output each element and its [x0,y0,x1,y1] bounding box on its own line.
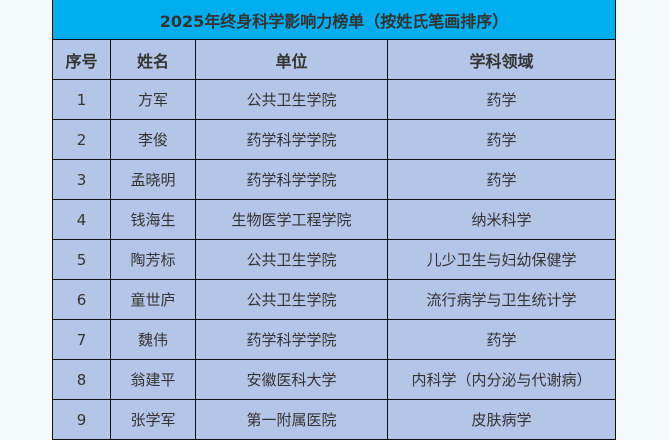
header-field: 学科领域 [386,39,617,80]
cell-name: 方军 [110,79,196,120]
cell-index: 9 [52,399,111,440]
cell-index: 1 [52,79,111,120]
cell-name: 童世庐 [110,279,196,320]
header-name: 姓名 [110,39,196,80]
cell-name: 孟晓明 [110,159,196,200]
cell-field: 药学 [386,159,617,200]
table-row: 3 孟晓明 药学科学学院 药学 [52,159,617,200]
cell-field: 药学 [386,319,617,360]
cell-field: 药学 [386,119,617,160]
cell-unit: 公共卫生学院 [195,239,388,280]
table-row: 1 方军 公共卫生学院 药学 [52,79,617,120]
header-unit: 单位 [195,39,388,80]
cell-index: 2 [52,119,111,160]
cell-unit: 第一附属医院 [195,399,388,440]
cell-name: 张学军 [110,399,196,440]
table-row: 6 童世庐 公共卫生学院 流行病学与卫生统计学 [52,279,617,320]
cell-unit: 公共卫生学院 [195,79,388,120]
cell-field: 药学 [386,79,617,120]
table-row: 4 钱海生 生物医学工程学院 纳米科学 [52,199,617,240]
cell-unit: 公共卫生学院 [195,279,388,320]
cell-unit: 生物医学工程学院 [195,199,388,240]
cell-index: 8 [52,359,111,400]
cell-field: 内科学（内分泌与代谢病） [386,359,617,400]
cell-unit: 药学科学学院 [195,319,388,360]
cell-name: 钱海生 [110,199,196,240]
table-header-row: 序号 姓名 单位 学科领域 [52,39,617,80]
cell-field: 纳米科学 [386,199,617,240]
cell-field: 流行病学与卫生统计学 [386,279,617,320]
cell-name: 李俊 [110,119,196,160]
header-index: 序号 [52,39,111,80]
table-row: 5 陶芳标 公共卫生学院 儿少卫生与妇幼保健学 [52,239,617,280]
table-row: 8 翁建平 安徽医科大学 内科学（内分泌与代谢病） [52,359,617,400]
cell-index: 3 [52,159,111,200]
cell-name: 翁建平 [110,359,196,400]
cell-index: 5 [52,239,111,280]
table-row: 7 魏伟 药学科学学院 药学 [52,319,617,360]
cell-unit: 药学科学学院 [195,119,388,160]
table-row: 2 李俊 药学科学学院 药学 [52,119,617,160]
cell-field: 皮肤病学 [386,399,617,440]
cell-name: 魏伟 [110,319,196,360]
table-title: 2025年终身科学影响力榜单（按姓氏笔画排序） [51,0,617,40]
cell-index: 7 [52,319,111,360]
cell-unit: 药学科学学院 [195,159,388,200]
table-row: 9 张学军 第一附属医院 皮肤病学 [52,399,617,440]
cell-index: 4 [52,199,111,240]
cell-name: 陶芳标 [110,239,196,280]
cell-index: 6 [52,279,111,320]
cell-field: 儿少卫生与妇幼保健学 [386,239,617,280]
table-title-row: 2025年终身科学影响力榜单（按姓氏笔画排序） [51,0,617,40]
cell-unit: 安徽医科大学 [195,359,388,400]
